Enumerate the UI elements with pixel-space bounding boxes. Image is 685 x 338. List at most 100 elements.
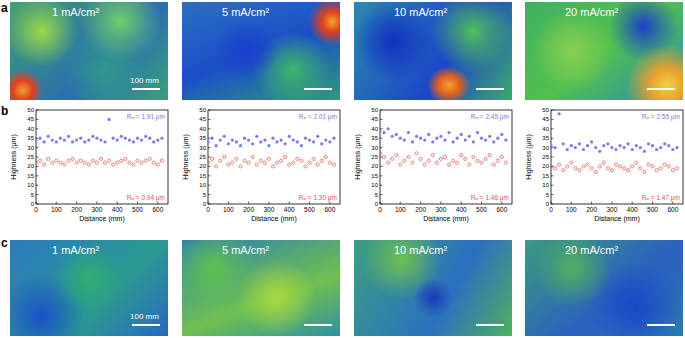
plot-area — [208, 135, 336, 168]
data-point — [108, 159, 111, 162]
data-point — [675, 146, 678, 149]
data-point — [643, 150, 646, 153]
data-point — [71, 140, 74, 143]
y-tick-label: 45 — [27, 116, 34, 122]
y-tick — [36, 147, 39, 148]
data-point — [63, 138, 66, 141]
roughness-annotation: Rₐ = 1.47 μm — [642, 194, 680, 202]
data-point — [484, 157, 487, 160]
data-point — [231, 138, 234, 141]
data-point — [99, 138, 102, 141]
roughness-annotation: Rₐ = 1.30 μm — [299, 194, 337, 202]
data-point — [387, 161, 390, 164]
data-point — [655, 169, 658, 172]
scale-bar — [304, 324, 332, 326]
y-tick — [380, 194, 383, 195]
data-point — [399, 163, 402, 166]
data-point — [675, 167, 678, 170]
data-point — [332, 163, 335, 166]
data-point — [614, 148, 617, 151]
data-point — [631, 165, 634, 168]
y-tick — [208, 119, 211, 120]
current-density-label: 1 mA/cm² — [52, 244, 99, 256]
data-point — [419, 157, 422, 160]
x-tick-label: 400 — [112, 206, 123, 213]
data-point — [320, 159, 323, 162]
data-point — [606, 167, 609, 170]
y-tick-label: 10 — [371, 182, 378, 188]
data-point — [562, 142, 565, 145]
data-point — [223, 135, 226, 138]
data-point — [116, 161, 119, 164]
data-point — [504, 138, 507, 141]
data-point — [647, 163, 650, 166]
y-tick-label: 35 — [199, 135, 206, 141]
data-point — [324, 138, 327, 141]
data-point — [464, 138, 467, 141]
data-point — [243, 159, 246, 162]
data-point — [136, 137, 139, 140]
data-point — [643, 170, 646, 173]
y-tick-label: 5 — [546, 192, 550, 198]
data-point — [492, 163, 495, 166]
data-point — [618, 165, 621, 168]
data-point — [627, 169, 630, 172]
data-point — [148, 137, 151, 140]
data-point — [606, 142, 609, 145]
data-point — [419, 137, 422, 140]
data-point — [124, 137, 127, 140]
micrograph: 5 mA/cm² — [182, 2, 340, 100]
y-tick — [36, 157, 39, 158]
scale-bar — [476, 324, 504, 326]
data-point — [79, 159, 82, 162]
data-point — [590, 140, 593, 143]
y-axis-label: Highness (μm) — [182, 134, 190, 180]
data-point — [476, 159, 479, 162]
x-axis-label: Distance (mm) — [423, 215, 469, 223]
y-tick — [380, 204, 383, 205]
x-tick — [309, 202, 310, 205]
data-point — [243, 137, 246, 140]
scatter-chart: 051015202530354045500100200300400500600D… — [176, 104, 346, 236]
data-point — [328, 161, 331, 164]
data-point — [247, 138, 250, 141]
data-point — [255, 135, 258, 138]
data-point — [239, 144, 242, 147]
data-point — [132, 140, 135, 143]
y-tick-label: 30 — [27, 145, 34, 151]
x-axis-label: Distance (mm) — [79, 215, 125, 223]
data-point — [296, 157, 299, 160]
y-tick-label: 15 — [371, 173, 378, 179]
data-point — [500, 133, 503, 136]
y-tick-label: 15 — [199, 173, 206, 179]
x-tick — [329, 202, 330, 205]
data-point — [387, 127, 390, 130]
data-point — [582, 148, 585, 151]
x-tick — [672, 202, 673, 205]
data-point — [36, 161, 38, 164]
x-tick — [501, 202, 502, 205]
y-tick-label: 10 — [199, 182, 206, 188]
y-tick — [36, 119, 39, 120]
x-tick — [551, 202, 552, 205]
data-point — [651, 144, 654, 147]
data-point — [112, 163, 115, 166]
scale-bar-label: 100 mm — [130, 312, 159, 321]
data-point — [156, 163, 159, 166]
data-point — [439, 135, 442, 138]
data-point — [160, 137, 163, 140]
y-tick — [208, 175, 211, 176]
x-tick — [208, 202, 209, 205]
data-point — [551, 144, 553, 147]
data-point — [304, 137, 307, 140]
x-tick — [400, 202, 401, 205]
x-tick — [591, 202, 592, 205]
x-tick — [96, 202, 97, 205]
data-point — [431, 140, 434, 143]
data-point — [152, 140, 155, 143]
x-tick-label: 300 — [606, 206, 617, 213]
x-tick-label: 100 — [395, 206, 406, 213]
data-point — [395, 154, 398, 157]
data-point — [610, 146, 613, 149]
y-tick — [551, 185, 554, 186]
